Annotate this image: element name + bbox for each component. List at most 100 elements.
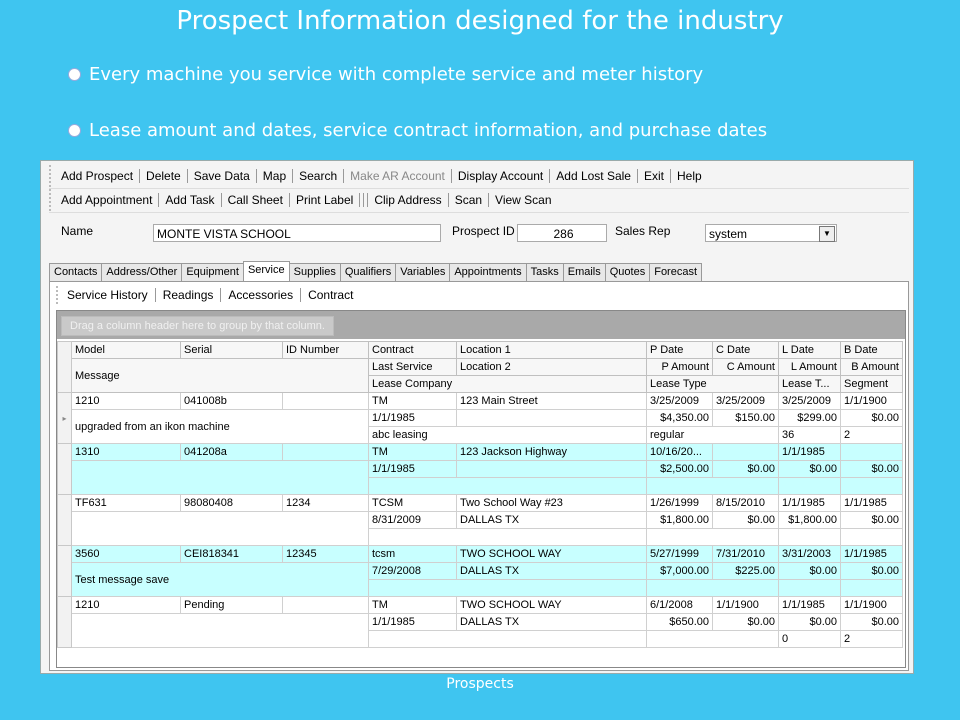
column-header[interactable]: L Amount: [778, 358, 841, 376]
cell-contract[interactable]: TM: [368, 596, 457, 614]
cell-location1[interactable]: 123 Jackson Highway: [456, 443, 647, 461]
cell-message[interactable]: upgraded from an ikon machine: [71, 409, 369, 444]
cell-id-number[interactable]: [282, 392, 369, 410]
cell-location1[interactable]: Two School Way #23: [456, 494, 647, 512]
make-ar-account-button[interactable]: Make AR Account: [350, 169, 445, 183]
cell-c-amount[interactable]: $150.00: [712, 409, 779, 427]
row-selector[interactable]: [57, 596, 72, 648]
tab-quotes[interactable]: Quotes: [604, 263, 651, 281]
column-header[interactable]: Model: [71, 341, 181, 359]
cell-lease-term[interactable]: 36: [778, 426, 841, 444]
cell-l-amount[interactable]: $299.00: [778, 409, 841, 427]
delete-button[interactable]: Delete: [146, 169, 181, 183]
cell-b-amount[interactable]: $0.00: [840, 511, 903, 529]
cell-b-date[interactable]: 1/1/1985: [840, 494, 903, 512]
cell-segment[interactable]: [840, 477, 903, 495]
cell-c-amount[interactable]: $225.00: [712, 562, 779, 580]
column-header[interactable]: Contract: [368, 341, 457, 359]
chevron-down-icon[interactable]: ▼: [819, 226, 835, 242]
column-header[interactable]: Lease Type: [646, 375, 779, 393]
cell-p-amount[interactable]: $4,350.00: [646, 409, 713, 427]
cell-lease-term[interactable]: 0: [778, 630, 841, 648]
group-by-panel[interactable]: Drag a column header here to group by th…: [57, 311, 905, 339]
cell-lease-type[interactable]: regular: [646, 426, 779, 444]
cell-location2[interactable]: DALLAS TX: [456, 562, 647, 580]
cell-lease-company[interactable]: abc leasing: [368, 426, 647, 444]
tab-forecast[interactable]: Forecast: [649, 263, 703, 281]
cell-c-amount[interactable]: $0.00: [712, 511, 779, 529]
tab-variables[interactable]: Variables: [395, 263, 451, 281]
cell-last-service[interactable]: 7/29/2008: [368, 562, 457, 580]
table-row[interactable]: 1310 041208a TM 123 Jackson Highway 10/1…: [57, 443, 903, 495]
cell-segment[interactable]: [840, 579, 903, 597]
table-row[interactable]: 0 2: [58, 630, 903, 648]
cell-b-amount[interactable]: $0.00: [840, 460, 903, 478]
cell-model[interactable]: 1310: [71, 443, 181, 461]
cell-id-number[interactable]: 12345: [282, 545, 369, 563]
contract-button[interactable]: Contract: [308, 288, 354, 302]
clip-address-button[interactable]: Clip Address: [374, 193, 442, 207]
cell-location1[interactable]: TWO SCHOOL WAY: [456, 596, 647, 614]
cell-p-date[interactable]: 10/16/20...: [646, 443, 713, 461]
tab-tasks[interactable]: Tasks: [525, 263, 564, 281]
cell-contract[interactable]: TM: [368, 392, 457, 410]
readings-button[interactable]: Readings: [162, 288, 214, 302]
exit-button[interactable]: Exit: [643, 169, 664, 183]
cell-lease-type[interactable]: [646, 579, 779, 597]
cell-c-amount[interactable]: $0.00: [712, 460, 779, 478]
table-row[interactable]: 3560 CEI818341 12345 tcsm TWO SCHOOL WAY…: [57, 545, 903, 597]
cell-lease-type[interactable]: [646, 528, 779, 546]
cell-id-number[interactable]: 1234: [282, 494, 369, 512]
cell-c-date[interactable]: 3/25/2009: [712, 392, 779, 410]
table-row[interactable]: 1210 Pending TM TWO SCHOOL WAY 6/1/2008 …: [57, 596, 903, 648]
cell-model[interactable]: TF631: [71, 494, 181, 512]
cell-b-amount[interactable]: $0.00: [840, 409, 903, 427]
add-prospect-button[interactable]: Add Prospect: [61, 169, 134, 183]
cell-p-date[interactable]: 1/26/1999: [646, 494, 713, 512]
column-header[interactable]: Serial: [180, 341, 283, 359]
current-row-arrow-icon[interactable]: ▸: [57, 392, 72, 444]
cell-c-amount[interactable]: $0.00: [712, 613, 779, 631]
table-row[interactable]: [58, 579, 903, 597]
service-history-button[interactable]: Service History: [67, 288, 148, 302]
tab-equipment[interactable]: Equipment: [181, 263, 244, 281]
row-selector[interactable]: [57, 443, 72, 495]
column-header[interactable]: C Amount: [712, 358, 779, 376]
add-lost-sale-button[interactable]: Add Lost Sale: [556, 169, 631, 183]
save-data-button[interactable]: Save Data: [193, 169, 250, 183]
cell-lease-term[interactable]: [778, 528, 841, 546]
cell-p-amount[interactable]: $2,500.00: [646, 460, 713, 478]
cell-serial[interactable]: 041008b: [180, 392, 283, 410]
table-row[interactable]: 1/1/1985 $2,500.00 $0.00 $0.00 $0.00: [58, 460, 903, 495]
name-field[interactable]: MONTE VISTA SCHOOL: [153, 224, 441, 242]
cell-p-date[interactable]: 3/25/2009: [646, 392, 713, 410]
cell-model[interactable]: 1210: [71, 596, 181, 614]
cell-l-date[interactable]: 3/31/2003: [778, 545, 841, 563]
cell-last-service[interactable]: 1/1/1985: [368, 613, 457, 631]
view-scan-button[interactable]: View Scan: [495, 193, 552, 207]
tab-service[interactable]: Service: [242, 261, 290, 281]
cell-lease-term[interactable]: [778, 579, 841, 597]
table-row[interactable]: TF631 98080408 1234 TCSM Two School Way …: [57, 494, 903, 546]
cell-l-date[interactable]: 3/25/2009: [778, 392, 841, 410]
column-header[interactable]: P Date: [646, 341, 713, 359]
cell-lease-company[interactable]: [368, 579, 647, 597]
call-sheet-button[interactable]: Call Sheet: [227, 193, 283, 207]
cell-contract[interactable]: tcsm: [368, 545, 457, 563]
cell-id-number[interactable]: [282, 443, 369, 461]
cell-b-date[interactable]: [840, 443, 903, 461]
cell-model[interactable]: 3560: [71, 545, 181, 563]
cell-contract[interactable]: TCSM: [368, 494, 457, 512]
cell-c-date[interactable]: [712, 443, 779, 461]
tab-address-other[interactable]: Address/Other: [101, 263, 183, 281]
cell-p-amount[interactable]: $1,800.00: [646, 511, 713, 529]
tab-emails[interactable]: Emails: [562, 263, 606, 281]
cell-model[interactable]: 1210: [71, 392, 181, 410]
cell-p-amount[interactable]: $7,000.00: [646, 562, 713, 580]
table-row[interactable]: abc leasing regular 36 2: [58, 426, 903, 444]
cell-l-amount[interactable]: $1,800.00: [778, 511, 841, 529]
cell-b-date[interactable]: 1/1/1900: [840, 392, 903, 410]
cell-segment[interactable]: 2: [840, 426, 903, 444]
cell-c-date[interactable]: 1/1/1900: [712, 596, 779, 614]
cell-serial[interactable]: CEI818341: [180, 545, 283, 563]
